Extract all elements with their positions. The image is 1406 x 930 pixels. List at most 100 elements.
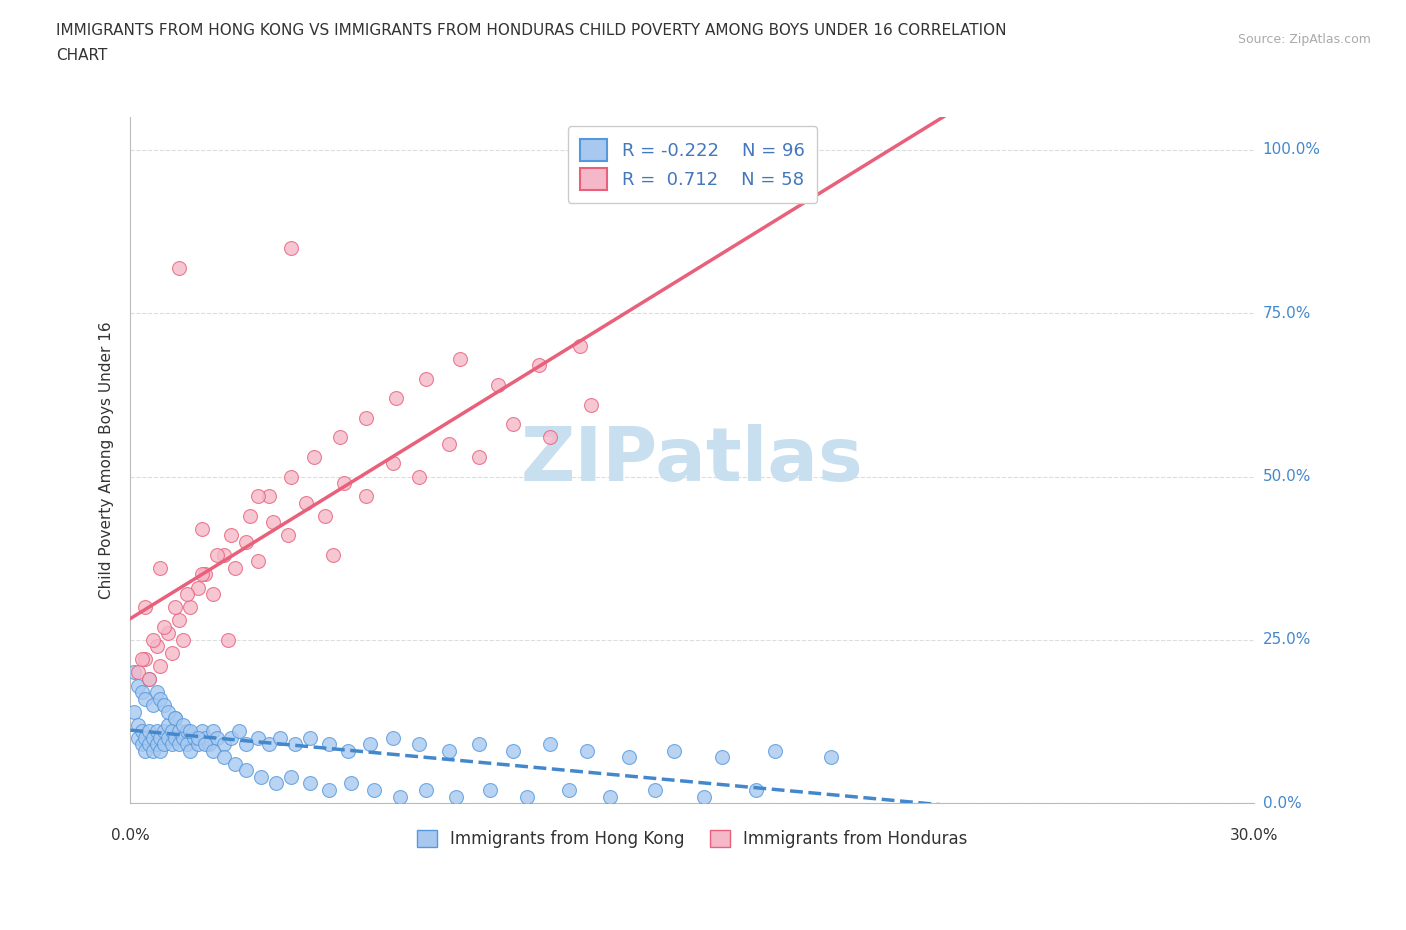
Point: [127, 665, 149, 680]
Text: 100.0%: 100.0%: [1263, 142, 1320, 157]
Point: [415, 782, 437, 797]
Point: [156, 717, 179, 732]
Point: [224, 756, 246, 771]
Point: [224, 561, 246, 576]
Point: [201, 743, 224, 758]
Point: [557, 782, 579, 797]
Point: [183, 730, 205, 745]
Point: [820, 750, 842, 764]
Point: [318, 782, 340, 797]
Point: [277, 528, 299, 543]
Text: 30.0%: 30.0%: [1230, 828, 1278, 844]
Point: [502, 743, 524, 758]
Point: [167, 737, 190, 751]
Point: [356, 410, 378, 425]
Point: [198, 737, 221, 751]
Point: [179, 600, 201, 615]
Point: [437, 743, 460, 758]
Point: [194, 567, 217, 582]
Point: [527, 358, 550, 373]
Point: [149, 743, 172, 758]
Point: [149, 658, 172, 673]
Point: [568, 339, 591, 353]
Point: [153, 698, 176, 712]
Point: [408, 469, 430, 484]
Point: [295, 495, 318, 510]
Point: [644, 782, 666, 797]
Text: CHART: CHART: [56, 48, 108, 63]
Point: [479, 782, 502, 797]
Point: [745, 782, 768, 797]
Point: [156, 626, 179, 641]
Point: [134, 652, 156, 667]
Point: [176, 737, 198, 751]
Point: [599, 790, 621, 804]
Point: [212, 737, 235, 751]
Point: [359, 737, 381, 751]
Point: [165, 711, 187, 725]
Point: [176, 587, 198, 602]
Point: [408, 737, 430, 751]
Text: 50.0%: 50.0%: [1263, 469, 1310, 484]
Point: [389, 790, 412, 804]
Text: IMMIGRANTS FROM HONG KONG VS IMMIGRANTS FROM HONDURAS CHILD POVERTY AMONG BOYS U: IMMIGRANTS FROM HONG KONG VS IMMIGRANTS …: [56, 23, 1007, 38]
Point: [134, 743, 156, 758]
Point: [502, 417, 524, 432]
Point: [486, 378, 509, 392]
Point: [538, 737, 561, 751]
Point: [576, 743, 599, 758]
Point: [322, 548, 344, 563]
Point: [516, 790, 538, 804]
Point: [212, 548, 235, 563]
Point: [318, 737, 340, 751]
Point: [579, 397, 602, 412]
Point: [385, 391, 408, 405]
Point: [138, 737, 160, 751]
Point: [246, 554, 269, 569]
Point: [257, 488, 280, 503]
Point: [538, 430, 561, 445]
Point: [172, 730, 194, 745]
Point: [280, 469, 302, 484]
Point: [235, 737, 257, 751]
Point: [122, 704, 145, 719]
Point: [280, 241, 302, 256]
Point: [138, 671, 160, 686]
Point: [257, 737, 280, 751]
Point: [187, 737, 209, 751]
Text: 25.0%: 25.0%: [1263, 632, 1310, 647]
Point: [149, 561, 172, 576]
Point: [172, 632, 194, 647]
Text: ZIPatlas: ZIPatlas: [522, 424, 863, 497]
Point: [314, 509, 336, 524]
Point: [340, 776, 363, 790]
Point: [201, 587, 224, 602]
Point: [235, 535, 257, 550]
Point: [363, 782, 385, 797]
Point: [149, 730, 172, 745]
Point: [201, 724, 224, 738]
Point: [221, 730, 243, 745]
Point: [145, 639, 167, 654]
Point: [449, 352, 471, 366]
Point: [160, 724, 183, 738]
Point: [138, 724, 160, 738]
Legend: Immigrants from Hong Kong, Immigrants from Honduras: Immigrants from Hong Kong, Immigrants fr…: [409, 821, 976, 857]
Point: [131, 724, 153, 738]
Text: 75.0%: 75.0%: [1263, 306, 1310, 321]
Point: [250, 769, 273, 784]
Point: [127, 717, 149, 732]
Point: [239, 509, 262, 524]
Point: [156, 730, 179, 745]
Point: [131, 684, 153, 699]
Point: [446, 790, 468, 804]
Point: [127, 730, 149, 745]
Point: [145, 724, 167, 738]
Point: [194, 730, 217, 745]
Point: [190, 724, 212, 738]
Point: [299, 730, 322, 745]
Point: [179, 724, 201, 738]
Point: [142, 632, 165, 647]
Point: [246, 730, 269, 745]
Point: [167, 613, 190, 628]
